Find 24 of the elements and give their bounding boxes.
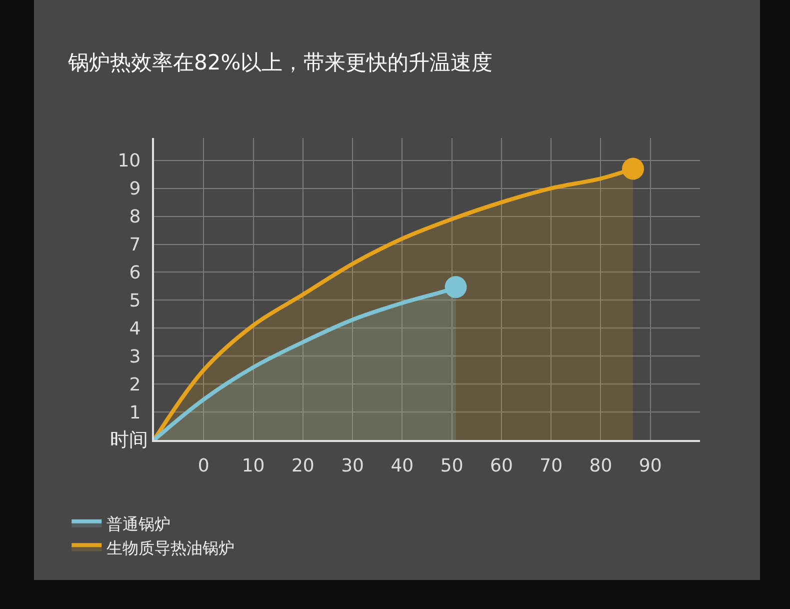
y-tick-label: 10 [118, 150, 141, 172]
x-tick-label: 50 [440, 455, 464, 476]
y-tick-label: 9 [129, 178, 141, 200]
x-tick-label: 90 [638, 455, 662, 476]
y-tick-label: 2 [129, 374, 141, 396]
legend-label: 普通锅炉 [106, 514, 171, 534]
y-tick-label: 6 [129, 262, 141, 284]
x-tick-label: 0 [198, 455, 210, 476]
x-tick-label: 20 [291, 455, 314, 476]
x-tick-label: 40 [390, 455, 414, 476]
x-tick-label: 80 [589, 455, 612, 476]
y-tick-label: 4 [129, 318, 141, 340]
y-tick-label: 5 [129, 290, 141, 312]
x-tick-label: 60 [490, 455, 513, 476]
x-axis-title: 时间 [110, 429, 148, 451]
y-tick-label: 3 [129, 346, 141, 368]
legend-label: 生物质导热油锅炉 [106, 538, 235, 558]
x-tick-label: 70 [540, 455, 563, 476]
y-tick-label: 8 [129, 206, 141, 228]
chart-title: 锅炉热效率在82%以上，带来更快的升温速度 [67, 50, 493, 74]
y-tick-label: 7 [129, 234, 141, 256]
x-tick-label: 30 [341, 455, 364, 476]
y-tick-label: 1 [129, 402, 141, 424]
x-tick-label: 10 [242, 455, 265, 476]
